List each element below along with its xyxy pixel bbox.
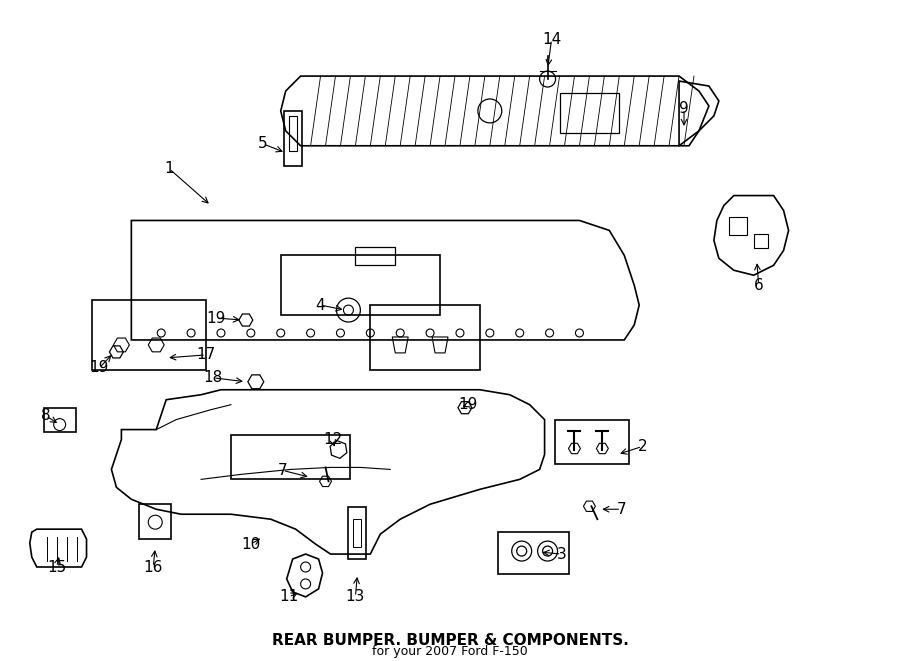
Bar (44, 408, 76, 432)
Text: 1: 1 (165, 161, 174, 176)
Text: 12: 12 (323, 432, 342, 447)
Text: 8: 8 (40, 408, 50, 423)
Text: 14: 14 (542, 32, 562, 47)
Text: 6: 6 (754, 278, 763, 293)
Text: 7: 7 (616, 502, 626, 517)
Text: 13: 13 (346, 590, 365, 604)
Bar (140, 504, 171, 539)
Bar (231, 434, 350, 479)
Bar (289, 116, 297, 151)
Text: 11: 11 (279, 590, 298, 604)
Bar (281, 255, 440, 315)
Bar (729, 217, 747, 235)
Text: 16: 16 (144, 559, 163, 574)
Bar (92, 300, 206, 370)
Bar (554, 420, 629, 465)
Text: 2: 2 (637, 439, 647, 454)
Bar (354, 519, 362, 547)
Bar (284, 111, 302, 166)
Bar (753, 235, 768, 249)
Text: 19: 19 (206, 311, 226, 326)
Text: 15: 15 (47, 559, 67, 574)
Bar (498, 532, 570, 574)
Text: 19: 19 (90, 360, 109, 375)
Bar (560, 93, 619, 133)
Bar (348, 507, 366, 559)
Text: REAR BUMPER. BUMPER & COMPONENTS.: REAR BUMPER. BUMPER & COMPONENTS. (272, 633, 628, 648)
Text: 17: 17 (196, 348, 216, 362)
Text: 3: 3 (557, 547, 566, 562)
Text: for your 2007 Ford F-150: for your 2007 Ford F-150 (372, 644, 528, 658)
Text: 7: 7 (278, 463, 287, 478)
Text: 4: 4 (316, 297, 326, 313)
Bar (356, 247, 395, 265)
Text: 10: 10 (241, 537, 260, 551)
Text: 18: 18 (203, 370, 222, 385)
Bar (370, 305, 480, 370)
Text: 9: 9 (680, 101, 688, 116)
Text: 19: 19 (458, 397, 478, 412)
Text: 5: 5 (258, 136, 267, 151)
